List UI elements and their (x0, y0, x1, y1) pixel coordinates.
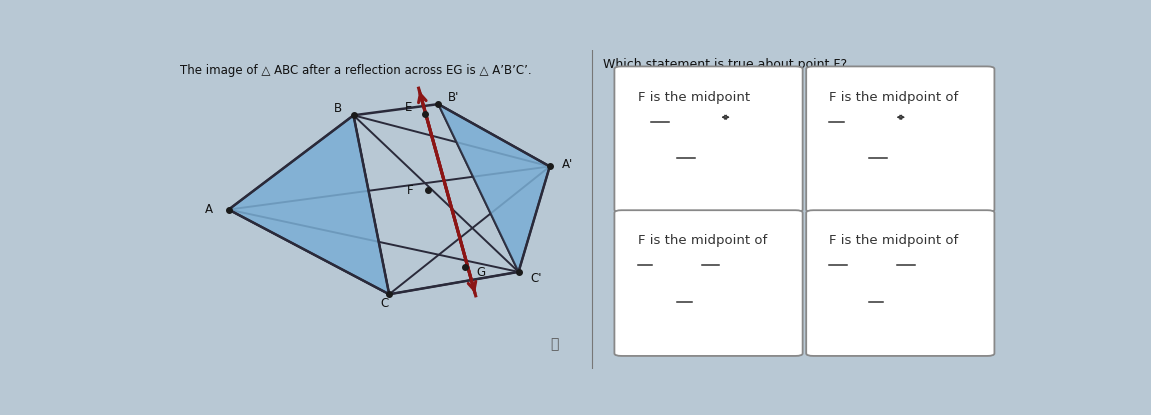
Polygon shape (439, 104, 550, 272)
Text: The image of △ ABC after a reflection across EG is △ A’B’C’.: The image of △ ABC after a reflection ac… (180, 64, 531, 77)
Text: F: F (406, 184, 413, 197)
FancyBboxPatch shape (615, 66, 802, 212)
Text: ⤢: ⤢ (550, 337, 558, 351)
Text: F is the midpoint of: F is the midpoint of (830, 234, 959, 247)
Text: B: B (334, 102, 342, 115)
Polygon shape (229, 115, 389, 294)
Text: .: . (695, 164, 699, 177)
Text: A': A' (562, 159, 573, 171)
Text: .: . (692, 308, 695, 321)
Text: because: because (669, 127, 733, 140)
Text: F is the midpoint: F is the midpoint (638, 90, 749, 104)
Text: bisects: bisects (638, 164, 688, 177)
Text: because: because (651, 271, 716, 284)
Text: AA’: AA’ (897, 271, 920, 284)
FancyBboxPatch shape (806, 66, 994, 212)
Text: B': B' (448, 90, 459, 104)
Text: because: because (844, 127, 908, 140)
Text: G: G (477, 266, 486, 279)
FancyBboxPatch shape (806, 210, 994, 356)
Text: AA’: AA’ (869, 164, 892, 177)
Text: EG: EG (638, 271, 656, 284)
Text: Which statement is true about point F?: Which statement is true about point F? (603, 58, 847, 71)
Text: bisects: bisects (830, 308, 881, 321)
Text: because: because (847, 271, 912, 284)
Text: AA’: AA’ (677, 164, 700, 177)
Text: AA’: AA’ (702, 271, 725, 284)
Text: bisects: bisects (830, 164, 881, 177)
Text: EG: EG (718, 127, 737, 140)
Text: EG: EG (869, 308, 887, 321)
FancyBboxPatch shape (615, 210, 802, 356)
Text: F is the midpoint of: F is the midpoint of (638, 234, 767, 247)
Text: EG: EG (677, 308, 695, 321)
Text: AA’: AA’ (830, 271, 852, 284)
Text: F is the midpoint of: F is the midpoint of (830, 90, 959, 104)
Text: AA’: AA’ (650, 127, 673, 140)
Text: EG: EG (830, 127, 848, 140)
Text: C': C' (531, 272, 542, 286)
Text: A: A (205, 203, 213, 216)
Text: .: . (886, 164, 891, 177)
Text: of: of (638, 127, 655, 140)
Text: EG: EG (893, 127, 912, 140)
Text: C: C (381, 297, 389, 310)
Text: bisects: bisects (638, 308, 688, 321)
Text: .: . (883, 308, 887, 321)
Text: E: E (405, 101, 412, 115)
